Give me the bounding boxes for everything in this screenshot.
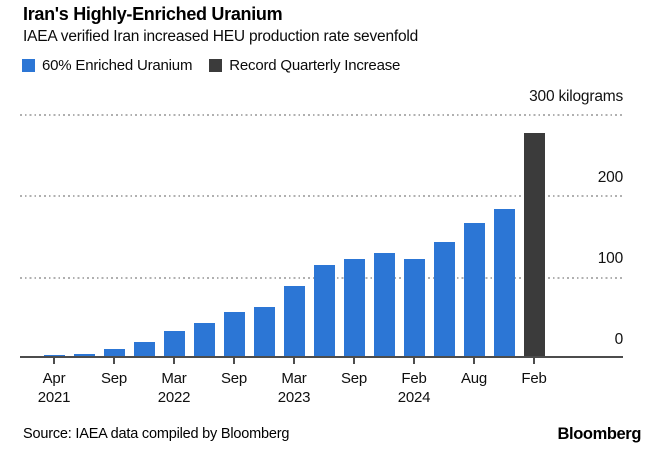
x-tick-mark [113, 358, 115, 364]
legend-swatch-blue [22, 59, 35, 72]
x-tick-mark [533, 358, 535, 364]
x-tick-label-year: 2021 [37, 389, 71, 406]
x-tick-label-month: Feb [401, 370, 427, 387]
x-tick-mark [173, 358, 175, 364]
y-tick-label: 0 [614, 331, 624, 349]
x-tick-label-month: Mar [281, 370, 307, 387]
legend: 60% Enriched Uranium Record Quarterly In… [22, 57, 400, 74]
x-tick-mark [473, 358, 475, 364]
x-tick-label-year: 2022 [157, 389, 191, 406]
x-tick-mark [293, 358, 295, 364]
legend-swatch-dark [209, 59, 223, 72]
legend-label: 60% Enriched Uranium [42, 57, 193, 74]
x-tick-mark [53, 358, 55, 364]
x-axis-line [20, 356, 623, 358]
x-tick-mark [233, 358, 235, 364]
bar [73, 353, 95, 357]
x-tick-label-year: 2024 [397, 389, 431, 406]
x-tick-label-month: Sep [100, 370, 128, 387]
x-tick-label-month: Aug [460, 370, 488, 387]
legend-item-enriched-uranium: 60% Enriched Uranium [22, 57, 192, 74]
bloomberg-logo: Bloomberg [557, 425, 642, 443]
x-tick-mark [413, 358, 415, 364]
x-tick-label-year: 2023 [277, 389, 311, 406]
x-tick-mark [353, 358, 355, 364]
bar [313, 265, 335, 357]
source-note: Source: IAEA data compiled by Bloomberg [23, 426, 290, 442]
legend-label: Record Quarterly Increase [229, 57, 401, 74]
bar [343, 258, 365, 357]
plot-area [20, 114, 623, 364]
bar [283, 286, 305, 357]
gridline-200 [20, 195, 623, 198]
chart-subtitle: IAEA verified Iran increased HEU product… [23, 28, 419, 45]
bar [223, 312, 245, 357]
x-tick-label-month: Sep [220, 370, 248, 387]
x-tick-label-month: Sep [340, 370, 368, 387]
y-tick-label: 200 [597, 168, 623, 186]
legend-item-record-increase: Record Quarterly Increase [209, 57, 400, 74]
bar [163, 331, 185, 357]
record-bar [523, 133, 545, 357]
x-tick-label-month: Mar [161, 370, 187, 387]
gridline-300 [20, 114, 623, 116]
y-tick-label: 100 [597, 250, 623, 268]
x-tick-label-month: Feb [521, 370, 547, 387]
y-axis-unit-label: 300 kilograms [529, 87, 623, 105]
bar [373, 252, 395, 357]
bar [103, 348, 125, 357]
bar [133, 342, 155, 357]
bar [253, 306, 275, 357]
bar [193, 322, 215, 357]
bar [463, 222, 485, 357]
bar [433, 241, 455, 357]
x-tick-label-month: Apr [42, 370, 66, 387]
bar [403, 258, 425, 357]
chart-title: Iran's Highly-Enriched Uranium [23, 4, 283, 24]
bar [493, 209, 515, 357]
